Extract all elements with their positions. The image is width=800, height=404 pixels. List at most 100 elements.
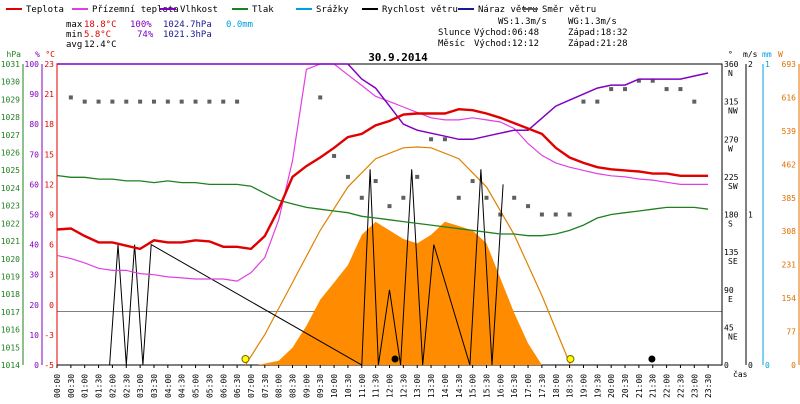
sun-marker [566, 355, 575, 363]
wind-direction-point [498, 212, 503, 217]
x-tick-label: 04:00 [164, 374, 173, 398]
w-axis-unit: W [778, 50, 783, 59]
c-tick-label: 6 [49, 241, 54, 250]
stat-min-temp: 5.8°C [84, 30, 111, 40]
x-tick-label: 15:00 [469, 374, 478, 398]
pct-tick-label: 90 [29, 90, 39, 99]
wind-direction-point [636, 78, 641, 83]
stat-max-press: 1024.7hPa [163, 20, 212, 30]
wind-direction-point [623, 87, 628, 92]
hpa-tick-label: 1026 [1, 149, 20, 158]
dir-tick-label: 135 [724, 248, 739, 257]
ms-tick-label: 0 [748, 361, 753, 370]
w-tick-label: 154 [782, 294, 797, 303]
x-tick-label: 13:00 [413, 374, 422, 398]
hpa-tick-label: 1014 [1, 361, 20, 370]
stat-max-rain: 0.0mm [226, 20, 253, 30]
ms-tick-label: 1 [748, 211, 753, 220]
legend-label-2: Vlhkost [180, 5, 218, 15]
hpa-tick-label: 1022 [1, 219, 20, 228]
x-tick-label: 03:30 [150, 374, 159, 398]
wind-direction-point [235, 99, 240, 104]
wind-direction-point [332, 153, 337, 158]
wind-direction-point [387, 204, 392, 209]
x-tick-label: 17:30 [538, 374, 547, 398]
x-axis-label: čas [733, 369, 748, 379]
mm-tick-label: 0 [765, 361, 770, 370]
moon-marker [391, 355, 399, 363]
x-tick-label: 12:00 [386, 374, 395, 398]
dir-letter-label: NW [728, 107, 738, 116]
hpa-tick-label: 1020 [1, 255, 20, 264]
humidity-line [57, 63, 709, 141]
dir-tick-label: 0 [724, 361, 729, 370]
w-tick-label: 0 [791, 361, 796, 370]
dir-letter-label: SE [728, 257, 738, 266]
stat-min-label: min [66, 30, 82, 40]
sunset: Západ:18:32 [568, 28, 628, 38]
wind-direction-point [82, 99, 87, 104]
c-tick-label: 0 [49, 301, 54, 310]
x-tick-label: 16:00 [496, 374, 505, 398]
wind-direction-point [581, 99, 586, 104]
x-tick-label: 22:30 [676, 374, 685, 398]
sunrise: Východ:06:48 [474, 28, 539, 38]
dir-tick-label: 315 [724, 98, 739, 107]
x-tick-label: 15:30 [482, 374, 491, 398]
dir-letter-label: N [728, 69, 733, 78]
wind-direction-point [442, 137, 447, 142]
dir-letter-label: SW [728, 182, 738, 191]
dir-tick-label: 90 [724, 286, 734, 295]
wind-direction-point [595, 99, 600, 104]
w-tick-label: 231 [782, 261, 797, 270]
wind-direction-point [664, 87, 669, 92]
x-tick-label: 09:30 [316, 374, 325, 398]
wind-direction-point [609, 87, 614, 92]
solar-area [257, 221, 542, 365]
x-tick-label: 03:00 [136, 374, 145, 398]
x-tick-label: 14:00 [441, 374, 450, 398]
c-tick-label: 9 [49, 211, 54, 220]
wind-direction-point [553, 212, 558, 217]
dir-letter-label: E [728, 295, 733, 304]
x-tick-label: 00:00 [53, 374, 62, 398]
dir-letter-label: W [728, 144, 733, 153]
c-tick-label: 15 [44, 150, 54, 159]
x-tick-label: 21:00 [635, 374, 644, 398]
wind-direction-point [68, 95, 73, 100]
c-tick-label: 12 [44, 180, 54, 189]
plot-area [56, 63, 709, 366]
wind-direction-point [567, 212, 572, 217]
pct-tick-label: 30 [29, 271, 39, 280]
wind-direction-point [193, 99, 198, 104]
x-tick-label: 12:30 [399, 374, 408, 398]
stats-block: max 18.8°C 100% 1024.7hPa 0.0mm min 5.8°… [66, 17, 628, 50]
dir-tick-label: 270 [724, 135, 739, 144]
c-tick-label: -3 [44, 331, 54, 340]
wind-direction-point [373, 179, 378, 184]
w-tick-label: 462 [782, 160, 797, 169]
wind-direction-point [96, 99, 101, 104]
legend-label-4: Srážky [316, 5, 349, 15]
hpa-tick-label: 1023 [1, 202, 20, 211]
wind-direction-point [124, 99, 129, 104]
x-tick-label: 11:00 [358, 374, 367, 398]
hpa-tick-label: 1017 [1, 308, 20, 317]
legend-label-7: Směr větru [542, 5, 596, 15]
legend: Teplota Přízemní teplota Vlhkost Tlak Srážky… [6, 5, 596, 15]
w-tick-label: 539 [782, 127, 797, 136]
pct-tick-label: 10 [29, 331, 39, 340]
stat-max-label: max [66, 20, 83, 30]
x-tick-label: 02:30 [122, 374, 131, 398]
pct-tick-label: 0 [34, 361, 39, 370]
wind-direction-point [692, 99, 697, 104]
wind-direction-point [359, 195, 364, 200]
axes: hPa1031103010291028102710261025102410231… [1, 50, 800, 398]
c-tick-label: 21 [44, 90, 54, 99]
x-tick-label: 01:30 [95, 374, 104, 398]
x-tick-label: 05:00 [192, 374, 201, 398]
w-tick-label: 308 [782, 227, 797, 236]
w-tick-label: 385 [782, 194, 797, 203]
ms-tick-label: 2 [748, 60, 753, 69]
